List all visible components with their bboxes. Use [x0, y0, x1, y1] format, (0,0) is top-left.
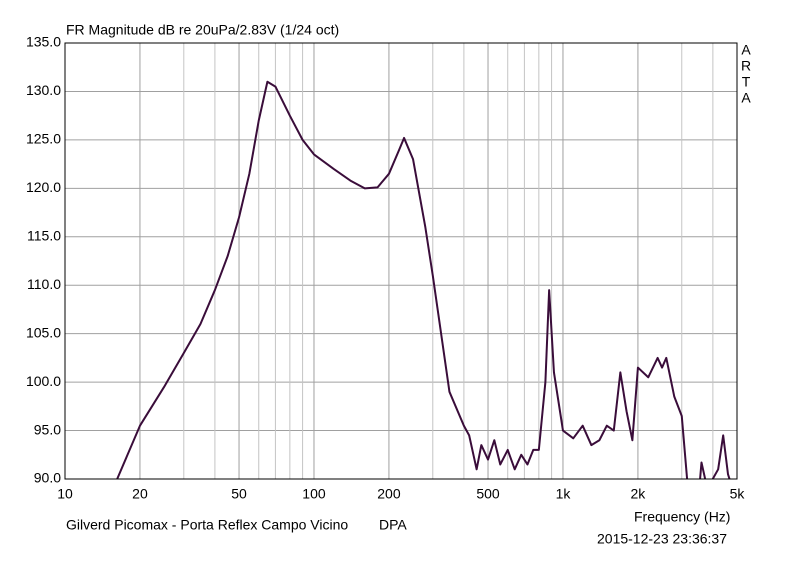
chart-title: FR Magnitude dB re 20uPa/2.83V (1/24 oct… [66, 22, 339, 38]
y-tick-label: 130.0 [26, 82, 61, 98]
y-tick-label: 135.0 [26, 34, 61, 50]
brand-letter: R [741, 58, 751, 74]
timestamp: 2015-12-23 23:36:37 [597, 531, 727, 547]
y-tick-label: 110.0 [27, 276, 61, 292]
brand-letter: T [742, 74, 751, 90]
y-tick-label: 100.0 [26, 373, 61, 389]
footer-tag: DPA [379, 517, 407, 533]
y-tick-label: 95.0 [34, 421, 61, 437]
plot-frame [64, 42, 738, 480]
x-tick-label: 2k [631, 486, 647, 502]
x-tick-label: 5k [730, 486, 746, 502]
y-tick-label: 105.0 [26, 324, 61, 340]
grid [64, 42, 738, 480]
x-axis-label: Frequency (Hz) [634, 509, 730, 525]
fr-curve [116, 80, 731, 479]
x-tick-label: 100 [302, 486, 326, 502]
y-tick-label: 90.0 [34, 470, 61, 486]
x-tick-label: 50 [231, 486, 247, 502]
x-tick-label: 200 [377, 486, 401, 502]
y-tick-label: 115.0 [27, 227, 61, 243]
plot [116, 80, 731, 479]
x-tick-label: 20 [132, 486, 148, 502]
y-tick-label: 125.0 [26, 131, 61, 147]
x-tick-label: 1k [556, 486, 572, 502]
x-tick-label: 500 [476, 486, 500, 502]
x-tick-label: 10 [57, 486, 73, 502]
footer: Gilverd Picomax - Porta Reflex Campo Vic… [66, 517, 348, 533]
brand-letter: A [741, 42, 751, 58]
y-tick-label: 120.0 [26, 179, 61, 195]
brand-letter: A [741, 90, 751, 106]
